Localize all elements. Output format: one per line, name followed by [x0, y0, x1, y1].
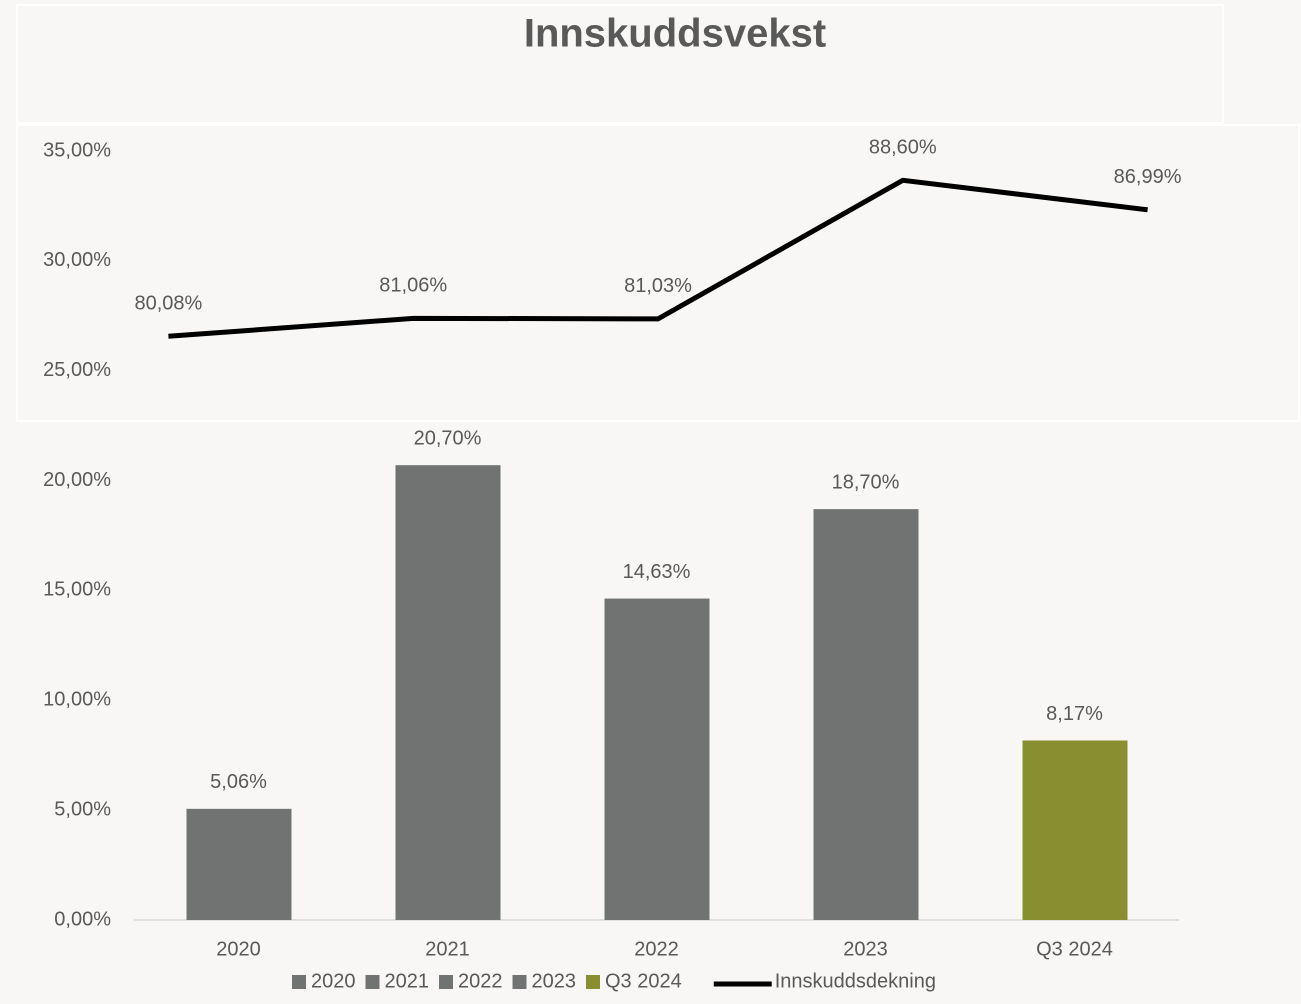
data-label: 20,70% [414, 427, 482, 449]
x-tick-label: Q3 2024 [1036, 938, 1113, 960]
bar [395, 465, 501, 920]
line-label: 86,99% [1114, 166, 1182, 188]
y-tick-label: 25,00% [43, 359, 111, 381]
bar [813, 509, 919, 920]
bar [1022, 740, 1128, 920]
legend-label: 2022 [458, 970, 503, 992]
panel-frame [16, 4, 1224, 124]
legend-swatch [512, 975, 527, 989]
x-tick-label: 2021 [425, 938, 470, 960]
y-tick-label: 20,00% [43, 469, 111, 491]
legend-swatch [439, 975, 453, 989]
legend-label: 2020 [311, 970, 356, 992]
data-label: 14,63% [623, 561, 691, 583]
legend-swatch [292, 975, 306, 989]
data-label: 8,17% [1046, 703, 1103, 725]
legend-label: Q3 2024 [605, 970, 682, 992]
y-tick-label: 30,00% [43, 249, 111, 271]
line-label: 88,60% [869, 137, 937, 159]
line-label: 81,06% [379, 275, 447, 297]
legend-label: Innskuddsdekning [775, 970, 936, 992]
legend-label: 2023 [532, 970, 577, 992]
data-label: 5,06% [210, 771, 267, 793]
legend-swatch [586, 975, 600, 989]
y-tick-label: 10,00% [43, 689, 111, 711]
y-tick-label: 0,00% [54, 908, 111, 930]
panel-frame [16, 124, 1300, 422]
line-label: 81,03% [624, 275, 692, 297]
x-tick-label: 2020 [216, 938, 261, 960]
bar [604, 598, 710, 920]
chart-title: Innskuddsvekst [524, 12, 826, 56]
legend-swatch [365, 975, 380, 989]
line-label: 80,08% [134, 293, 202, 315]
x-tick-label: 2022 [634, 938, 679, 960]
y-tick-label: 15,00% [43, 579, 111, 601]
y-tick-label: 35,00% [43, 139, 111, 161]
legend-label: 2021 [385, 970, 430, 992]
data-label: 18,70% [832, 471, 900, 493]
bar [186, 808, 292, 920]
y-tick-label: 5,00% [54, 798, 111, 820]
line [168, 177, 1148, 339]
x-tick-label: 2023 [843, 938, 888, 960]
